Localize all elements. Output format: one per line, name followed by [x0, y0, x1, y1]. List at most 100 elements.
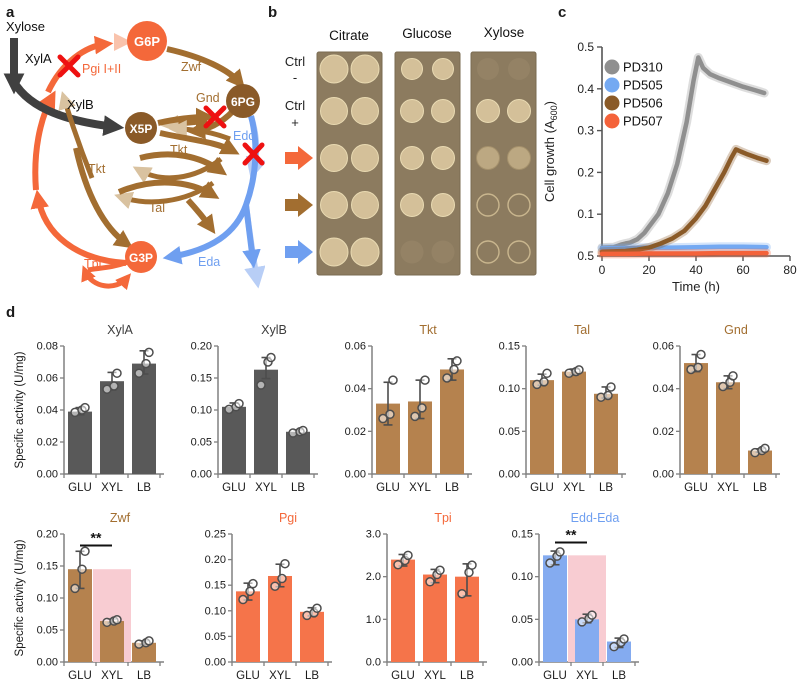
series-line-PD310: [599, 55, 767, 250]
colony-spot-strong: [319, 237, 349, 267]
y-tick-label: 0.1: [577, 207, 594, 221]
tal-forward-arrow: [117, 179, 220, 199]
y-tick-label: 0.00: [37, 469, 58, 481]
colony-spot-strong: [432, 58, 454, 80]
chart-title: Zwf: [110, 511, 131, 525]
recycle-arc-upper: [32, 90, 56, 191]
data-point: [256, 380, 266, 390]
mesh-up-arrow: [58, 91, 95, 179]
data-point: [312, 603, 322, 613]
y-tick-label: 0.02: [345, 426, 366, 438]
knockout-cross-gnd: [203, 105, 227, 129]
y-tick-label: 0.2: [577, 165, 594, 179]
eda-label: Eda: [198, 255, 220, 269]
significance-stars: **: [91, 530, 102, 546]
bar-chart-gnd: 0.00 0.02 0.04 0.06 Gnd GLU XYL LB: [653, 323, 780, 494]
data-point: [555, 547, 565, 557]
significance-stars: **: [566, 527, 577, 543]
bar-LB: [132, 363, 156, 474]
data-point: [457, 588, 467, 599]
y-tick-label: 1.0: [366, 614, 381, 626]
x-tick-label: 80: [783, 263, 797, 277]
pathway-diagram: G6P 6PG X5P G3P Xylose XylA XylB Pgi I+I…: [3, 19, 265, 291]
y-tick-label: 0.05: [205, 631, 226, 643]
plates-layer: [316, 51, 537, 276]
category-label: XYL: [424, 670, 446, 682]
y-tick-label: 0.5: [577, 249, 594, 263]
series-line-PD505: [599, 244, 769, 251]
colony-spot-trace: [431, 240, 455, 264]
y-axis-title: Cell growth (A600): [542, 101, 559, 202]
data-point: [410, 411, 420, 422]
tkt-label-1: Tkt: [170, 143, 188, 157]
chart-title: XylA: [107, 323, 133, 337]
data-point: [718, 381, 728, 392]
data-point: [277, 573, 287, 584]
data-point: [112, 615, 122, 625]
y-tick-label: 0.05: [191, 437, 212, 449]
data-point: [248, 578, 258, 589]
bar-XYL: [100, 621, 124, 662]
mesh-down-arrow: [185, 197, 216, 235]
data-point: [80, 546, 90, 557]
node-g3p: [125, 241, 157, 273]
colony-spot-trace: [477, 58, 499, 80]
y-tick-label: 3.0: [366, 529, 381, 541]
colony-spot-strong: [350, 237, 380, 267]
x-tick-label: 0: [599, 263, 606, 277]
data-point: [378, 413, 388, 424]
substrate-label: Xylose: [6, 19, 45, 34]
strain-arrow-blue: [285, 240, 313, 264]
knockout-cross-pgi: [57, 54, 81, 78]
colony-spot-strong: [431, 99, 455, 123]
tkt-label-2: Tkt: [88, 162, 106, 176]
y-tick-label: 0.10: [205, 605, 226, 617]
zwf-label: Zwf: [181, 60, 202, 74]
zwf-arrow: [166, 46, 245, 89]
y-axis-title: Specific activity (U/mg): [14, 539, 26, 656]
data-point: [442, 373, 452, 383]
data-point: [587, 610, 597, 620]
bar-GLU: [222, 406, 246, 474]
y-tick-label: 0.10: [37, 593, 58, 605]
series-halo-PD506: [597, 144, 771, 257]
y-tick-label: 0.04: [37, 405, 58, 417]
chart-title: Pgi: [279, 511, 297, 525]
x-tick-label: 40: [689, 263, 703, 277]
panel-c-label: c: [558, 4, 567, 21]
data-point: [467, 560, 477, 570]
data-point: [452, 356, 462, 366]
bar-XYL: [716, 382, 740, 474]
x-tick-label: 60: [736, 263, 750, 277]
tkt-reverse-arrow-2: [168, 120, 231, 142]
data-point: [141, 358, 151, 369]
node-6pg: [226, 84, 260, 118]
data-point: [417, 403, 427, 413]
colony-spot-trace: [508, 58, 530, 80]
colony-spot-strong: [350, 54, 380, 84]
category-label: LB: [137, 482, 151, 494]
data-point: [760, 443, 770, 454]
y-tick-label: 0.05: [37, 625, 58, 637]
bar-XYL: [423, 574, 447, 662]
lens1-forward-arrow: [139, 151, 228, 176]
data-point: [80, 402, 90, 413]
bar-LB: [300, 611, 324, 662]
y-tick-label: 0.00: [191, 469, 212, 481]
panel-b-label: b: [268, 4, 278, 21]
y-axis-title: Specific activity (U/mg): [14, 351, 26, 468]
bar-GLU: [391, 559, 415, 662]
colony-spot-strong: [431, 193, 455, 217]
y-tick-label: 0.25: [205, 529, 226, 541]
y-tick-label: 0.08: [37, 341, 58, 353]
y-tick-label: 0.02: [653, 426, 674, 438]
data-point: [245, 586, 255, 597]
y-tick-label: 0.00: [205, 657, 226, 669]
strain-arrow-orange: [285, 146, 313, 170]
row-label-ctrl-pos: Ctrl: [285, 98, 305, 113]
y-tick-label: 0.10: [191, 405, 212, 417]
gnd-label: Gnd: [196, 91, 220, 105]
y-tick-label: 0.00: [512, 657, 533, 669]
chart-title: XylB: [261, 323, 287, 337]
y-tick-label: 0.15: [205, 580, 226, 592]
